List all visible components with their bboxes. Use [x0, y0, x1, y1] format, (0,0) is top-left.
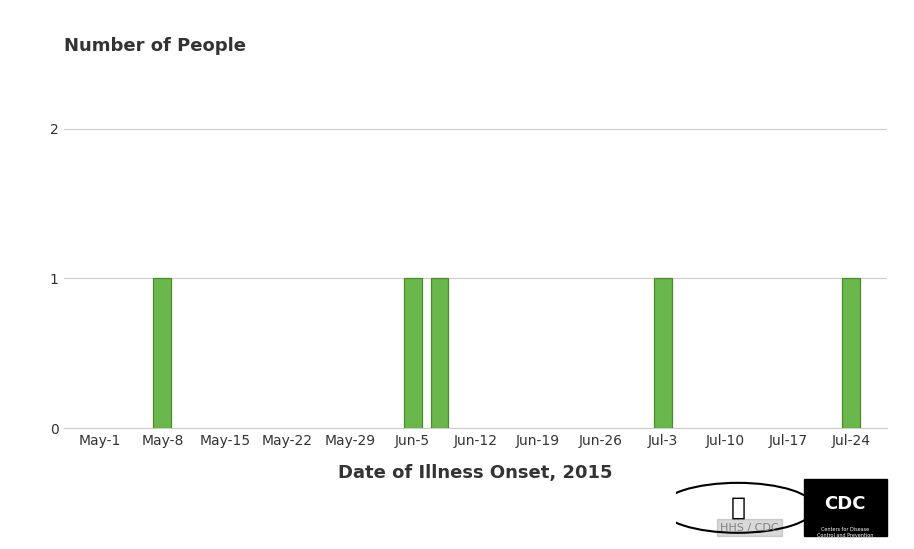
Text: 🦅: 🦅 — [730, 496, 745, 520]
Bar — [842, 278, 860, 428]
FancyBboxPatch shape — [803, 479, 887, 536]
Bar — [154, 278, 171, 428]
X-axis label: Date of Illness Onset, 2015: Date of Illness Onset, 2015 — [338, 464, 612, 483]
Bar — [430, 278, 449, 428]
Text: CDC: CDC — [824, 495, 866, 513]
Text: HHS / CDC: HHS / CDC — [720, 523, 779, 533]
Text: Number of People: Number of People — [64, 37, 246, 55]
Bar — [404, 278, 421, 428]
Text: Centers for Disease
Control and Prevention: Centers for Disease Control and Preventi… — [817, 528, 874, 538]
Bar — [654, 278, 672, 428]
